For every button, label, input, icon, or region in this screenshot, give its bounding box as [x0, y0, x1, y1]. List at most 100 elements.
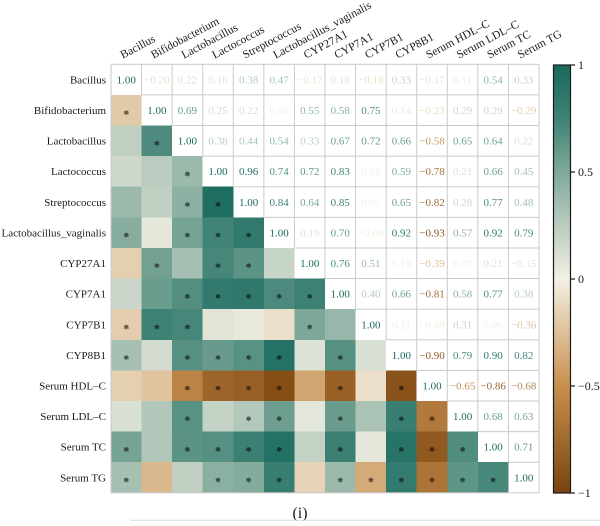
- svg-text:*: *: [215, 474, 222, 489]
- svg-text:*: *: [245, 474, 252, 489]
- svg-text:0.63: 0.63: [514, 411, 534, 423]
- svg-text:−0.09: −0.09: [358, 227, 384, 239]
- svg-text:1.00: 1.00: [392, 350, 412, 362]
- svg-text:Serum LDL–C: Serum LDL–C: [40, 411, 106, 423]
- svg-text:*: *: [123, 230, 130, 245]
- svg-text:0.47: 0.47: [269, 74, 289, 86]
- svg-text:−0.17: −0.17: [419, 74, 445, 86]
- svg-text:*: *: [184, 168, 191, 183]
- svg-text:0.72: 0.72: [300, 166, 319, 178]
- svg-text:0.84: 0.84: [269, 197, 289, 209]
- svg-text:0.67: 0.67: [331, 136, 351, 148]
- svg-text:0.70: 0.70: [331, 227, 351, 239]
- svg-text:0.06: 0.06: [483, 319, 503, 331]
- svg-text:*: *: [306, 291, 313, 306]
- svg-text:0.75: 0.75: [361, 105, 381, 117]
- svg-text:0.14: 0.14: [392, 105, 412, 117]
- svg-text:0.19: 0.19: [300, 227, 320, 239]
- svg-text:*: *: [368, 474, 375, 489]
- svg-text:−1: −1: [578, 486, 591, 500]
- svg-text:0.58: 0.58: [331, 105, 351, 117]
- svg-text:Serum TG: Serum TG: [60, 472, 106, 484]
- svg-text:1.00: 1.00: [269, 227, 289, 239]
- svg-text:0.64: 0.64: [483, 136, 503, 148]
- svg-text:*: *: [337, 474, 344, 489]
- svg-text:Serum HDL–C: Serum HDL–C: [39, 381, 106, 393]
- svg-text:*: *: [215, 383, 222, 398]
- svg-text:0.79: 0.79: [453, 350, 473, 362]
- svg-text:*: *: [429, 474, 436, 489]
- svg-text:−0.09: −0.09: [419, 319, 445, 331]
- svg-text:0: 0: [578, 272, 584, 286]
- svg-text:0.22: 0.22: [239, 105, 258, 117]
- svg-text:*: *: [184, 199, 191, 214]
- svg-text:*: *: [123, 107, 130, 122]
- svg-text:0.77: 0.77: [483, 289, 503, 301]
- svg-text:0.29: 0.29: [483, 105, 503, 117]
- svg-text:0.33: 0.33: [392, 74, 412, 86]
- svg-text:0.66: 0.66: [483, 166, 503, 178]
- svg-text:−0.93: −0.93: [419, 227, 445, 239]
- svg-text:*: *: [398, 474, 405, 489]
- svg-text:*: *: [337, 383, 344, 398]
- svg-text:0.65: 0.65: [453, 136, 473, 148]
- svg-text:*: *: [276, 444, 283, 459]
- svg-text:*: *: [337, 444, 344, 459]
- svg-text:0.22: 0.22: [514, 136, 533, 148]
- svg-text:0.92: 0.92: [483, 227, 502, 239]
- svg-text:*: *: [123, 444, 130, 459]
- svg-text:0.79: 0.79: [514, 227, 534, 239]
- svg-text:*: *: [215, 260, 222, 275]
- svg-text:1.00: 1.00: [514, 472, 534, 484]
- svg-text:0.72: 0.72: [361, 136, 380, 148]
- svg-text:*: *: [215, 291, 222, 306]
- svg-text:0.96: 0.96: [239, 166, 259, 178]
- svg-text:0.28: 0.28: [453, 197, 473, 209]
- svg-text:0.51: 0.51: [361, 258, 380, 270]
- svg-text:*: *: [306, 321, 313, 336]
- svg-text:−0.20: −0.20: [144, 74, 170, 86]
- svg-text:0.29: 0.29: [453, 105, 473, 117]
- svg-text:0.69: 0.69: [178, 105, 198, 117]
- svg-text:0.48: 0.48: [514, 197, 534, 209]
- svg-text:−0.82: −0.82: [419, 197, 444, 209]
- svg-text:0.55: 0.55: [300, 105, 320, 117]
- svg-text:0.54: 0.54: [483, 74, 503, 86]
- svg-text:*: *: [245, 383, 252, 398]
- svg-text:CYP8B1: CYP8B1: [66, 350, 106, 362]
- svg-text:*: *: [245, 444, 252, 459]
- svg-text:0.83: 0.83: [331, 166, 351, 178]
- svg-text:0.33: 0.33: [514, 74, 534, 86]
- svg-text:0.21: 0.21: [483, 258, 502, 270]
- svg-text:−0.17: −0.17: [297, 74, 323, 86]
- svg-text:1.00: 1.00: [178, 136, 198, 148]
- svg-text:0.08: 0.08: [361, 166, 381, 178]
- svg-text:Lactobacillus: Lactobacillus: [47, 136, 106, 148]
- svg-text:*: *: [245, 291, 252, 306]
- svg-text:*: *: [490, 474, 497, 489]
- svg-text:1.00: 1.00: [117, 74, 137, 86]
- svg-text:0.11: 0.11: [453, 74, 472, 86]
- svg-text:0.38: 0.38: [208, 136, 228, 148]
- svg-text:0.5: 0.5: [578, 165, 593, 179]
- svg-text:*: *: [154, 321, 161, 336]
- svg-text:*: *: [245, 260, 252, 275]
- svg-text:0.74: 0.74: [269, 166, 289, 178]
- svg-text:*: *: [245, 352, 252, 367]
- svg-text:0.22: 0.22: [178, 74, 197, 86]
- svg-text:0.66: 0.66: [392, 289, 412, 301]
- svg-text:*: *: [184, 352, 191, 367]
- svg-text:Lactococcus: Lactococcus: [51, 166, 106, 178]
- svg-text:−0.23: −0.23: [419, 105, 445, 117]
- svg-text:0.57: 0.57: [453, 227, 473, 239]
- svg-text:*: *: [276, 383, 283, 398]
- svg-text:0.65: 0.65: [392, 197, 412, 209]
- svg-text:0.07: 0.07: [453, 258, 473, 270]
- svg-text:−0.15: −0.15: [511, 258, 537, 270]
- svg-text:−0.18: −0.18: [358, 74, 384, 86]
- svg-text:−0.39: −0.39: [419, 258, 445, 270]
- svg-text:0.18: 0.18: [331, 74, 351, 86]
- svg-text:0.59: 0.59: [392, 166, 412, 178]
- svg-text:0.82: 0.82: [514, 350, 533, 362]
- svg-text:CYP7A1: CYP7A1: [66, 289, 106, 301]
